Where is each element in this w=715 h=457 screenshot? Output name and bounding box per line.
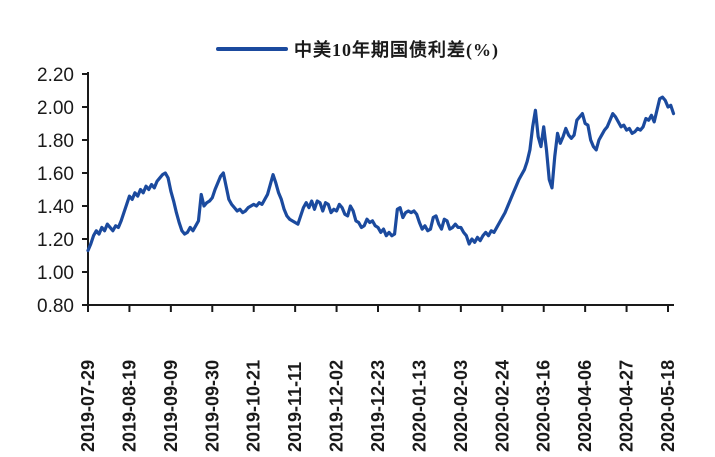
x-axis-tick-label: 2019-09-30 [202,360,222,452]
y-axis-tick-label: 2.00 [37,98,74,119]
x-axis-tick-label: 2020-04-27 [617,360,637,452]
y-axis-tick-label: 1.80 [37,131,74,152]
x-axis-tick-label: 2020-02-24 [492,360,512,452]
x-axis-tick-label: 2019-11-11 [285,362,305,452]
y-axis-tick-label: 1.60 [37,164,74,185]
x-axis-tick-label: 2019-07-29 [78,360,98,452]
x-axis-tick-label: 2019-12-23 [368,360,388,452]
x-axis-tick-label: 2019-12-02 [327,360,347,452]
x-axis-tick-label: 2020-04-06 [575,360,595,452]
y-axis-tick-label: 0.80 [37,296,74,317]
x-axis-tick-label: 2020-03-16 [534,360,554,452]
y-axis-tick-label: 1.20 [37,230,74,251]
y-axis-tick-label: 1.40 [37,197,74,218]
chart-legend: 中美10年期国债利差(%) [0,36,715,62]
x-axis-tick-label: 2019-09-09 [161,360,181,452]
x-axis-tick-label: 2019-08-19 [119,360,139,452]
legend-label: 中美10年期国债利差(%) [294,40,499,60]
y-axis-tick-label: 2.20 [37,65,74,86]
y-axis-tick-label: 1.00 [37,263,74,284]
legend-line-swatch [216,47,288,51]
series-line [86,95,676,253]
x-axis-tick-label: 2019-10-21 [244,360,264,452]
x-axis-tick-label: 2020-02-03 [451,360,471,452]
x-axis-tick-label: 2020-01-13 [409,360,429,452]
x-axis-tick-label: 2020-05-18 [658,360,678,452]
